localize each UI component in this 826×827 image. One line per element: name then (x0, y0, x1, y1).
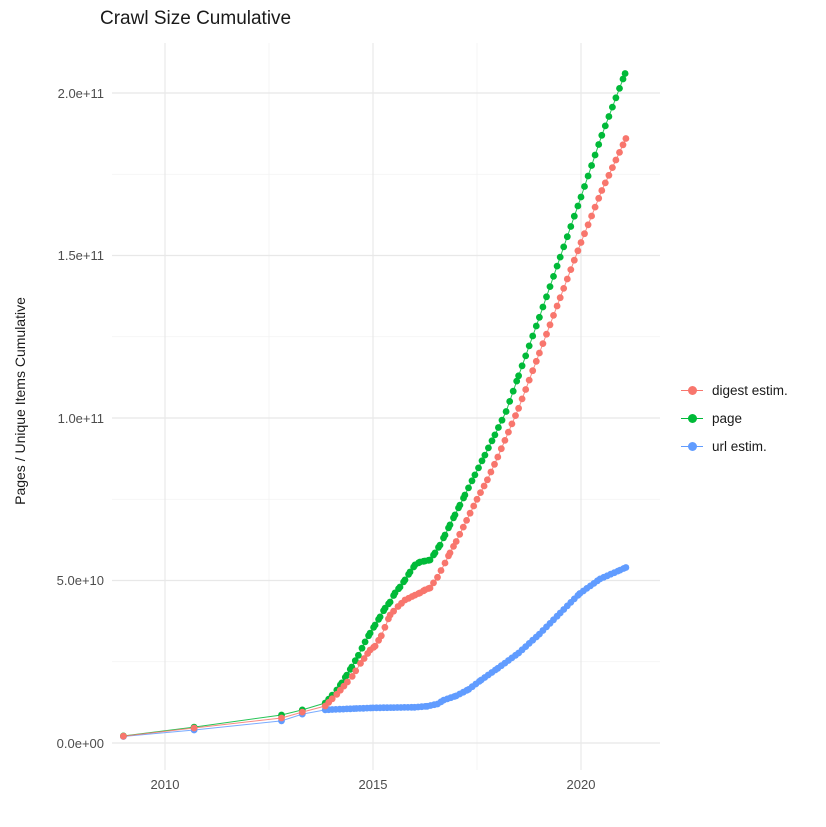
x-tick-label: 2020 (566, 777, 596, 792)
x-tick-label: 2010 (150, 777, 180, 792)
chart-title: Crawl Size Cumulative (100, 8, 292, 29)
series-dots-page (120, 70, 629, 740)
legend-key-icon (681, 409, 703, 428)
legend-key-icon (681, 381, 703, 400)
series-dots-digestestim (120, 135, 630, 740)
legend-label: page (712, 411, 743, 426)
series-line-page (123, 73, 626, 737)
series-dots-urlestim (120, 564, 630, 740)
legend-label: url estim. (712, 439, 767, 454)
legend-item-urlestim: url estim. (681, 437, 788, 456)
legend-item-page: page (681, 409, 788, 428)
series-layer (120, 70, 630, 740)
y-tick-label: 1.5e+11 (57, 248, 104, 263)
y-tick-label: 0.0e+00 (56, 735, 104, 751)
y-tick-label: 5.0e+10 (56, 573, 104, 588)
legend-label: digest estim. (712, 383, 788, 398)
legend-item-digestestim: digest estim. (681, 381, 788, 400)
y-tick-label: 1.0e+11 (57, 410, 104, 426)
y-tick-label: 2.0e+11 (57, 85, 104, 101)
legend: digest estim. page url estim. (681, 381, 788, 456)
legend-key-icon (681, 437, 703, 456)
x-tick-label: 2015 (358, 777, 388, 792)
series-line-urlestim (123, 567, 627, 737)
gridlines (112, 43, 660, 770)
